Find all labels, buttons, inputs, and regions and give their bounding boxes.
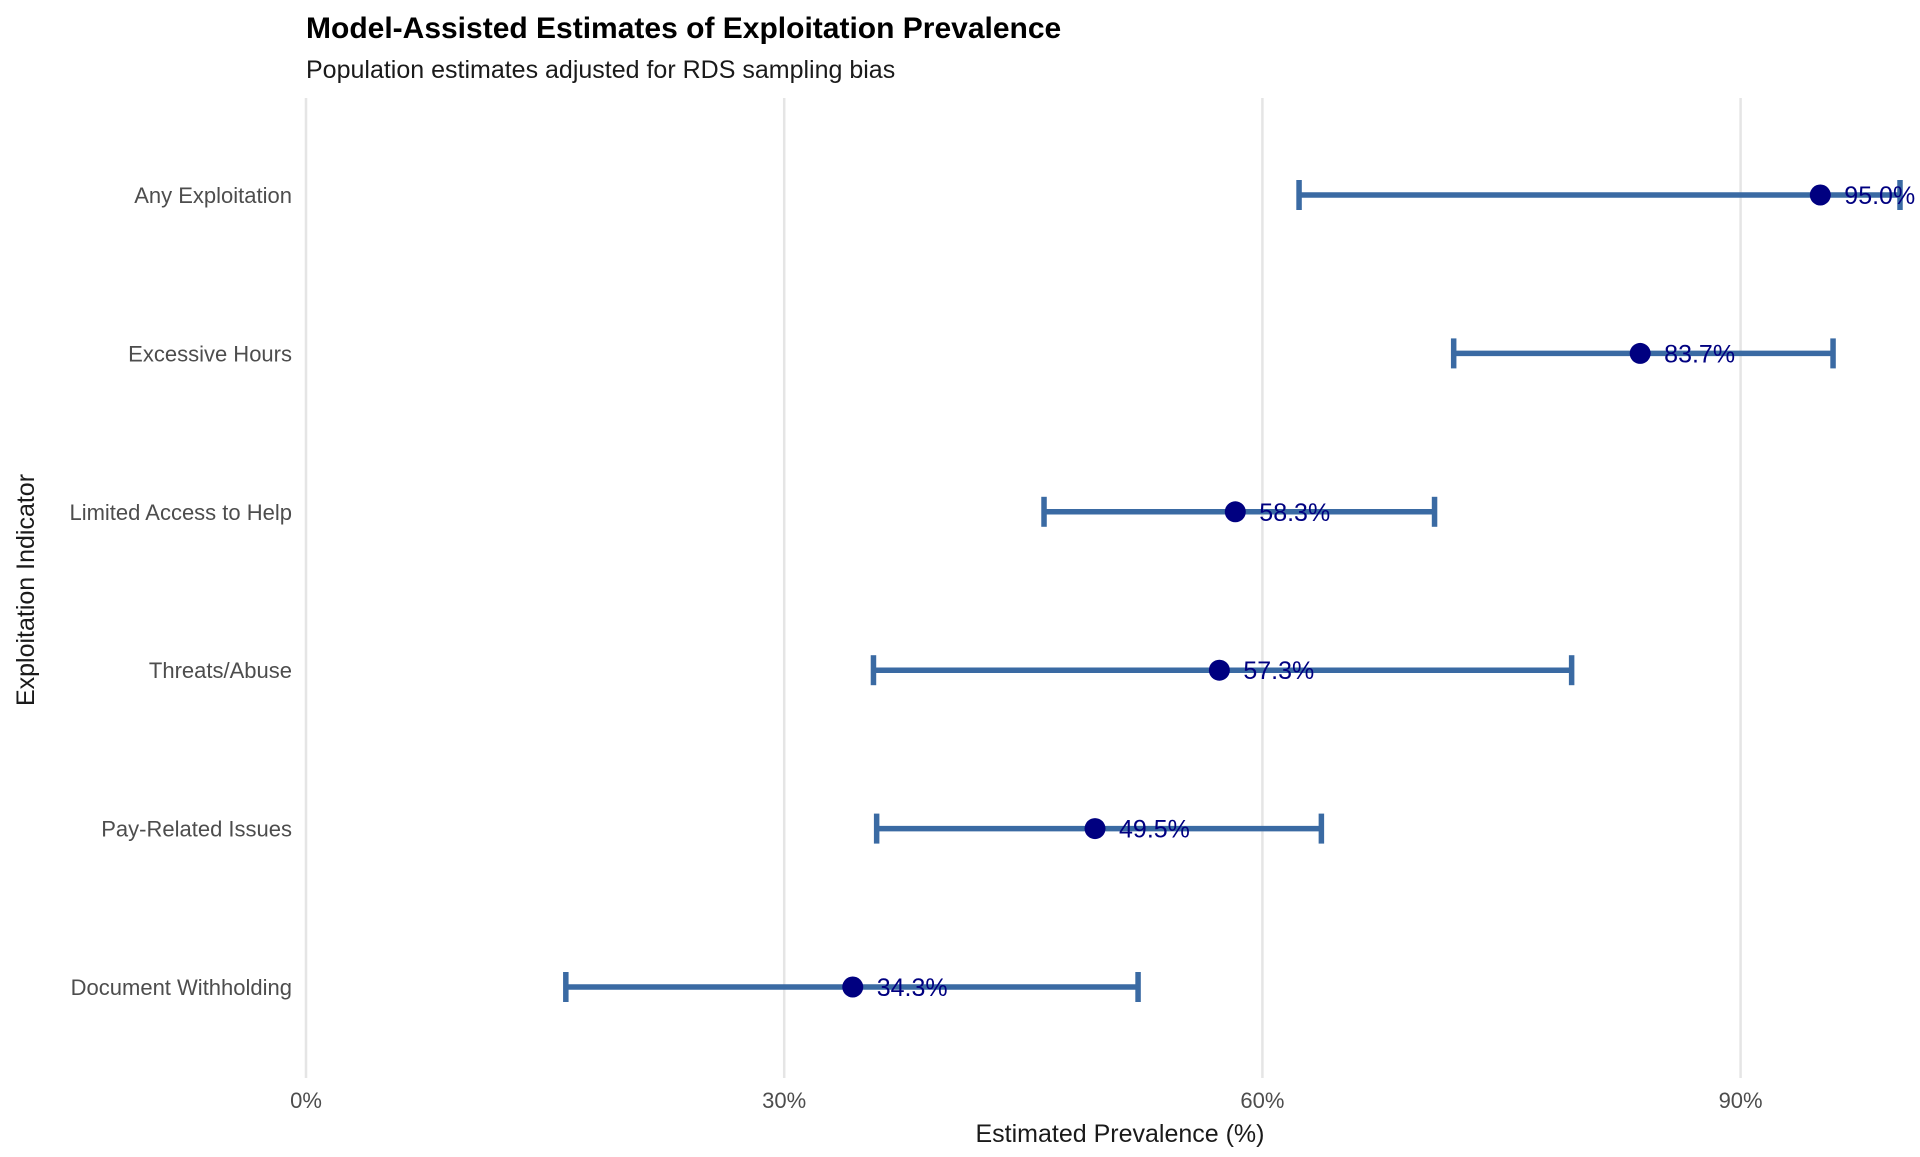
y-tick-label: Excessive Hours bbox=[128, 341, 292, 366]
y-axis-ticks: Any Exploitation Excessive Hours Limited A… bbox=[69, 183, 292, 1000]
estimate-point bbox=[1208, 659, 1230, 681]
y-axis-label: Exploitation Indicator bbox=[12, 474, 40, 706]
y-tick-label: Document Withholding bbox=[71, 975, 292, 1000]
data-label: 83.7% bbox=[1664, 340, 1735, 368]
point-layer bbox=[842, 184, 1831, 998]
estimate-point bbox=[1084, 818, 1106, 840]
grid-layer bbox=[304, 98, 1742, 1078]
y-tick-label: Pay-Related Issues bbox=[101, 817, 292, 842]
errorbar-layer bbox=[563, 180, 1903, 1002]
y-tick-label: Limited Access to Help bbox=[69, 500, 292, 525]
x-tick-label: 30% bbox=[762, 1088, 806, 1113]
estimate-point bbox=[1629, 342, 1651, 364]
y-tick-label: Threats/Abuse bbox=[149, 658, 292, 683]
chart-title: Model-Assisted Estimates of Exploitation… bbox=[306, 12, 1061, 45]
estimate-point bbox=[1224, 501, 1246, 523]
x-tick-label: 60% bbox=[1240, 1088, 1284, 1113]
x-axis-label: Estimated Prevalence (%) bbox=[975, 1120, 1264, 1148]
estimate-point bbox=[1809, 184, 1831, 206]
data-label: 58.3% bbox=[1259, 499, 1330, 527]
x-tick-label: 90% bbox=[1719, 1088, 1763, 1113]
label-layer: 95.0% 83.7% 58.3% 57.3% 49.5% 34.3% bbox=[877, 182, 1915, 1002]
x-tick-label: 0% bbox=[290, 1088, 322, 1113]
y-tick-label: Any Exploitation bbox=[134, 183, 292, 208]
chart-subtitle: Population estimates adjusted for RDS sa… bbox=[306, 56, 895, 84]
data-label: 95.0% bbox=[1844, 182, 1915, 210]
data-label: 49.5% bbox=[1119, 816, 1190, 844]
x-axis-ticks: 0% 30% 60% 90% bbox=[290, 1088, 1763, 1113]
data-label: 34.3% bbox=[877, 974, 948, 1002]
data-label: 57.3% bbox=[1243, 657, 1314, 685]
estimate-point bbox=[842, 976, 864, 998]
